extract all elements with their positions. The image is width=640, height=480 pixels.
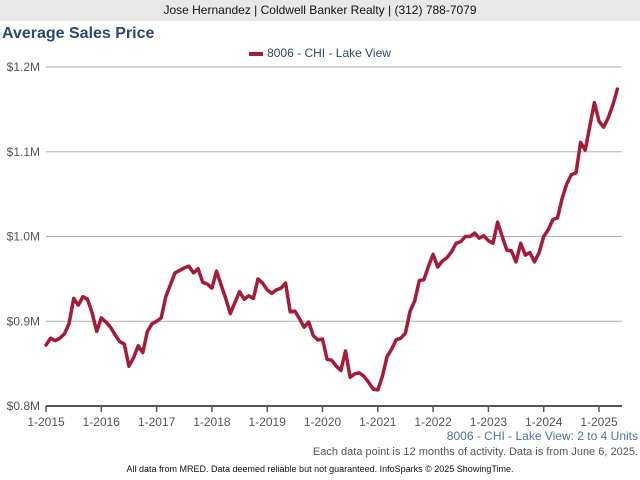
series-line-lake-view — [44, 87, 620, 392]
x-tick-label: 1-2020 — [304, 415, 342, 429]
y-tick-label: $1.1M — [7, 145, 40, 159]
x-tick-label: 1-2017 — [138, 415, 176, 429]
x-tick-label: 1-2025 — [580, 415, 618, 429]
x-tick-label: 1-2018 — [193, 415, 231, 429]
chart-title: Average Sales Price — [2, 25, 155, 42]
chart-subtitle: 8006 - CHI - Lake View: 2 to 4 Units — [446, 429, 638, 443]
x-tick-label: 1-2024 — [525, 415, 563, 429]
x-tick-label: 1-2019 — [249, 415, 287, 429]
x-tick-label: 1-2021 — [359, 415, 397, 429]
y-tick-label: $1.0M — [7, 230, 40, 244]
data-note: Each data point is 12 months of activity… — [312, 446, 638, 458]
agent-header: Jose Hernandez | Coldwell Banker Realty … — [0, 0, 640, 21]
x-tick-label: 1-2023 — [470, 415, 508, 429]
footer-disclaimer: All data from MRED. Data deemed reliable… — [126, 464, 514, 474]
x-tick-label: 1-2016 — [83, 415, 121, 429]
legend-label: 8006 - CHI - Lake View — [267, 46, 391, 60]
legend: 8006 - CHI - Lake View — [0, 46, 640, 60]
y-tick-label: $0.8M — [7, 399, 40, 413]
y-tick-label: $1.2M — [7, 60, 40, 74]
legend-swatch — [249, 51, 264, 56]
x-tick-label: 1-2022 — [414, 415, 452, 429]
x-tick-label: 1-2015 — [27, 415, 65, 429]
y-tick-label: $0.9M — [7, 314, 40, 328]
